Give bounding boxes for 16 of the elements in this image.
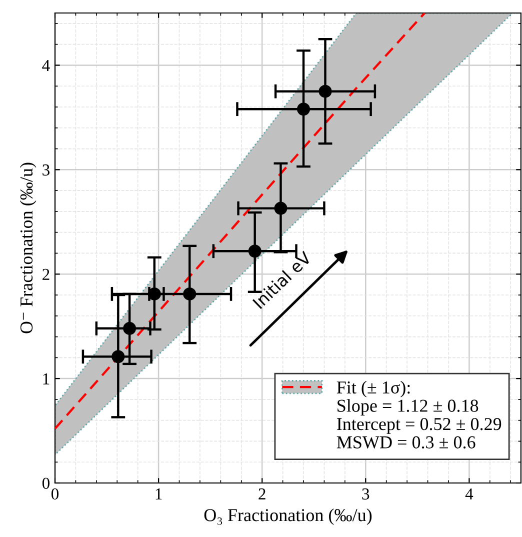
y-tick-label: 2 bbox=[42, 268, 50, 280]
x-tick-label: 4 bbox=[465, 488, 474, 500]
x-tick-label: 3 bbox=[362, 488, 370, 500]
legend-label: Fit (± 1σ): bbox=[336, 380, 410, 398]
y-tick-label: 1 bbox=[43, 373, 50, 384]
y-axis-title: O⁻ Fractionation (‰/u) bbox=[20, 162, 36, 334]
x-tick-label: 2 bbox=[258, 488, 266, 500]
annotation: Slope = 1.12 ± 0.18 bbox=[338, 399, 478, 416]
annotation: MSWD = 0.3 ± 0.6 bbox=[336, 436, 476, 449]
x-axis-title: O₃ Fractionation (‰/u) bbox=[204, 508, 372, 525]
y-tick-label: 0 bbox=[42, 478, 50, 489]
y-tick-label: 4 bbox=[42, 60, 50, 72]
y-tick-label: 3 bbox=[42, 164, 50, 176]
x-tick-label: 1 bbox=[156, 488, 162, 500]
x-tick-label: 0 bbox=[51, 488, 59, 500]
annotation: Intercept = 0.52 ± 0.29 bbox=[337, 418, 502, 434]
